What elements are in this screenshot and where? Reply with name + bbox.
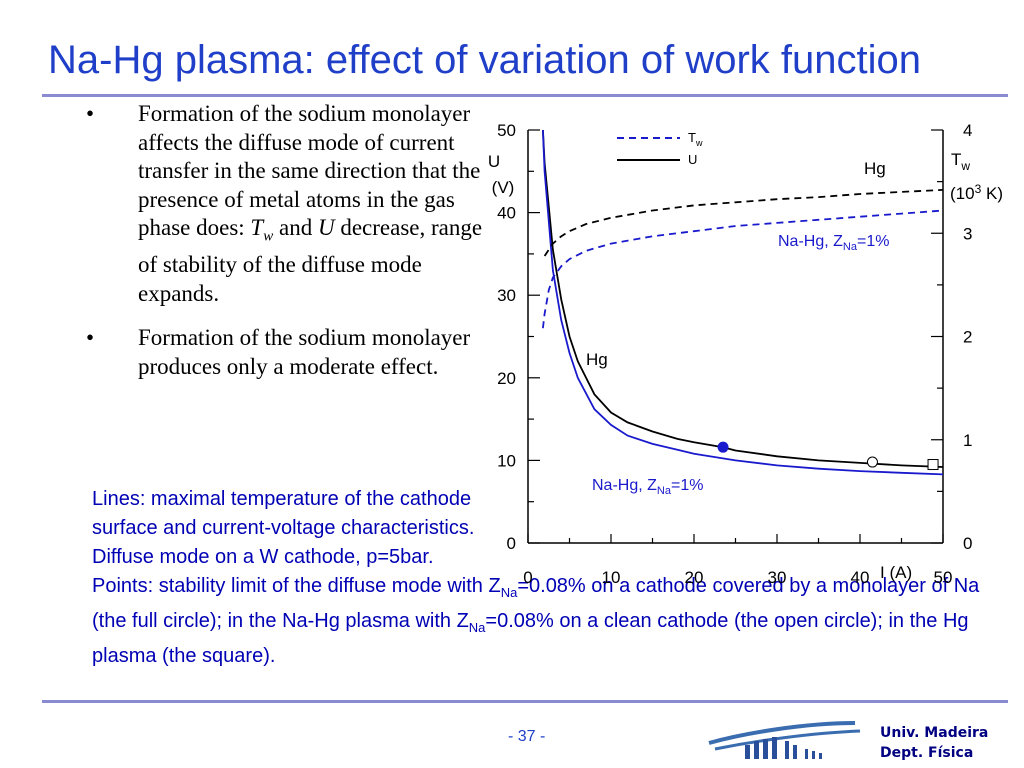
bullet-text-end: decrease, range of stability of the diff… <box>138 215 483 306</box>
y-left-label: U <box>488 152 500 171</box>
series-line-tw-nahg <box>542 209 944 329</box>
y-left-tick-label: 30 <box>497 286 516 305</box>
figure-notes: Lines: maximal temperature of the cathod… <box>92 485 1002 671</box>
y-left-unit: (V) <box>492 178 515 197</box>
bullet-list: • Formation of the sodium monolayer affe… <box>86 100 486 397</box>
bullet-text: Formation of the sodium monolayer affect… <box>138 101 481 240</box>
annotation-nahg-tw: Na-Hg, ZNa=1% <box>778 233 889 253</box>
footer-divider <box>42 700 1008 703</box>
series-line-tw-hg <box>543 189 944 257</box>
page-number: - 37 - <box>508 728 546 745</box>
tw-symbol: Tw <box>250 215 274 245</box>
u-symbol: U <box>317 215 335 240</box>
y-right-label: Tw <box>951 150 970 173</box>
series-line-u-nahg <box>542 129 944 476</box>
title-divider <box>42 94 1008 97</box>
legend-label-u: U <box>688 152 697 167</box>
y-right-tick-label: 2 <box>963 328 972 347</box>
y-right-unit: (103 K) <box>950 182 1003 203</box>
bullet-item: • Formation of the sodium monolayer affe… <box>86 101 483 306</box>
lines-note: Lines: maximal temperature of the cathod… <box>92 488 475 568</box>
y-right-tick-label: 1 <box>963 431 972 450</box>
annotation-hg-tw: Hg <box>864 159 886 178</box>
university-logo <box>708 721 861 759</box>
university-name: Univ. Madeira Dept. Física <box>880 725 989 761</box>
y-left-tick-label: 10 <box>497 451 516 470</box>
y-right-tick-label: 3 <box>963 224 972 243</box>
point-square <box>927 459 939 471</box>
legend-label-tw: Tw <box>688 130 703 148</box>
point-full-circle <box>717 441 729 453</box>
bullet-text: Formation of the sodium monolayer produc… <box>138 325 471 379</box>
bullet-marker: • <box>86 325 95 351</box>
bullet-marker: • <box>86 101 95 126</box>
y-left-tick-label: 50 <box>497 121 516 140</box>
y-right-tick-label: 4 <box>963 121 972 140</box>
annotation-hg-u: Hg <box>586 350 608 369</box>
slide-title: Na-Hg plasma: effect of variation of wor… <box>48 38 922 82</box>
y-left-tick-label: 40 <box>497 204 516 223</box>
bullet-item: • Formation of the sodium monolayer prod… <box>86 324 486 381</box>
series-line-u-hg <box>542 129 944 468</box>
points-note: Points: stability limit of the diffuse m… <box>92 575 980 667</box>
y-left-tick-label: 20 <box>497 369 516 388</box>
point-open-circle <box>866 456 878 468</box>
